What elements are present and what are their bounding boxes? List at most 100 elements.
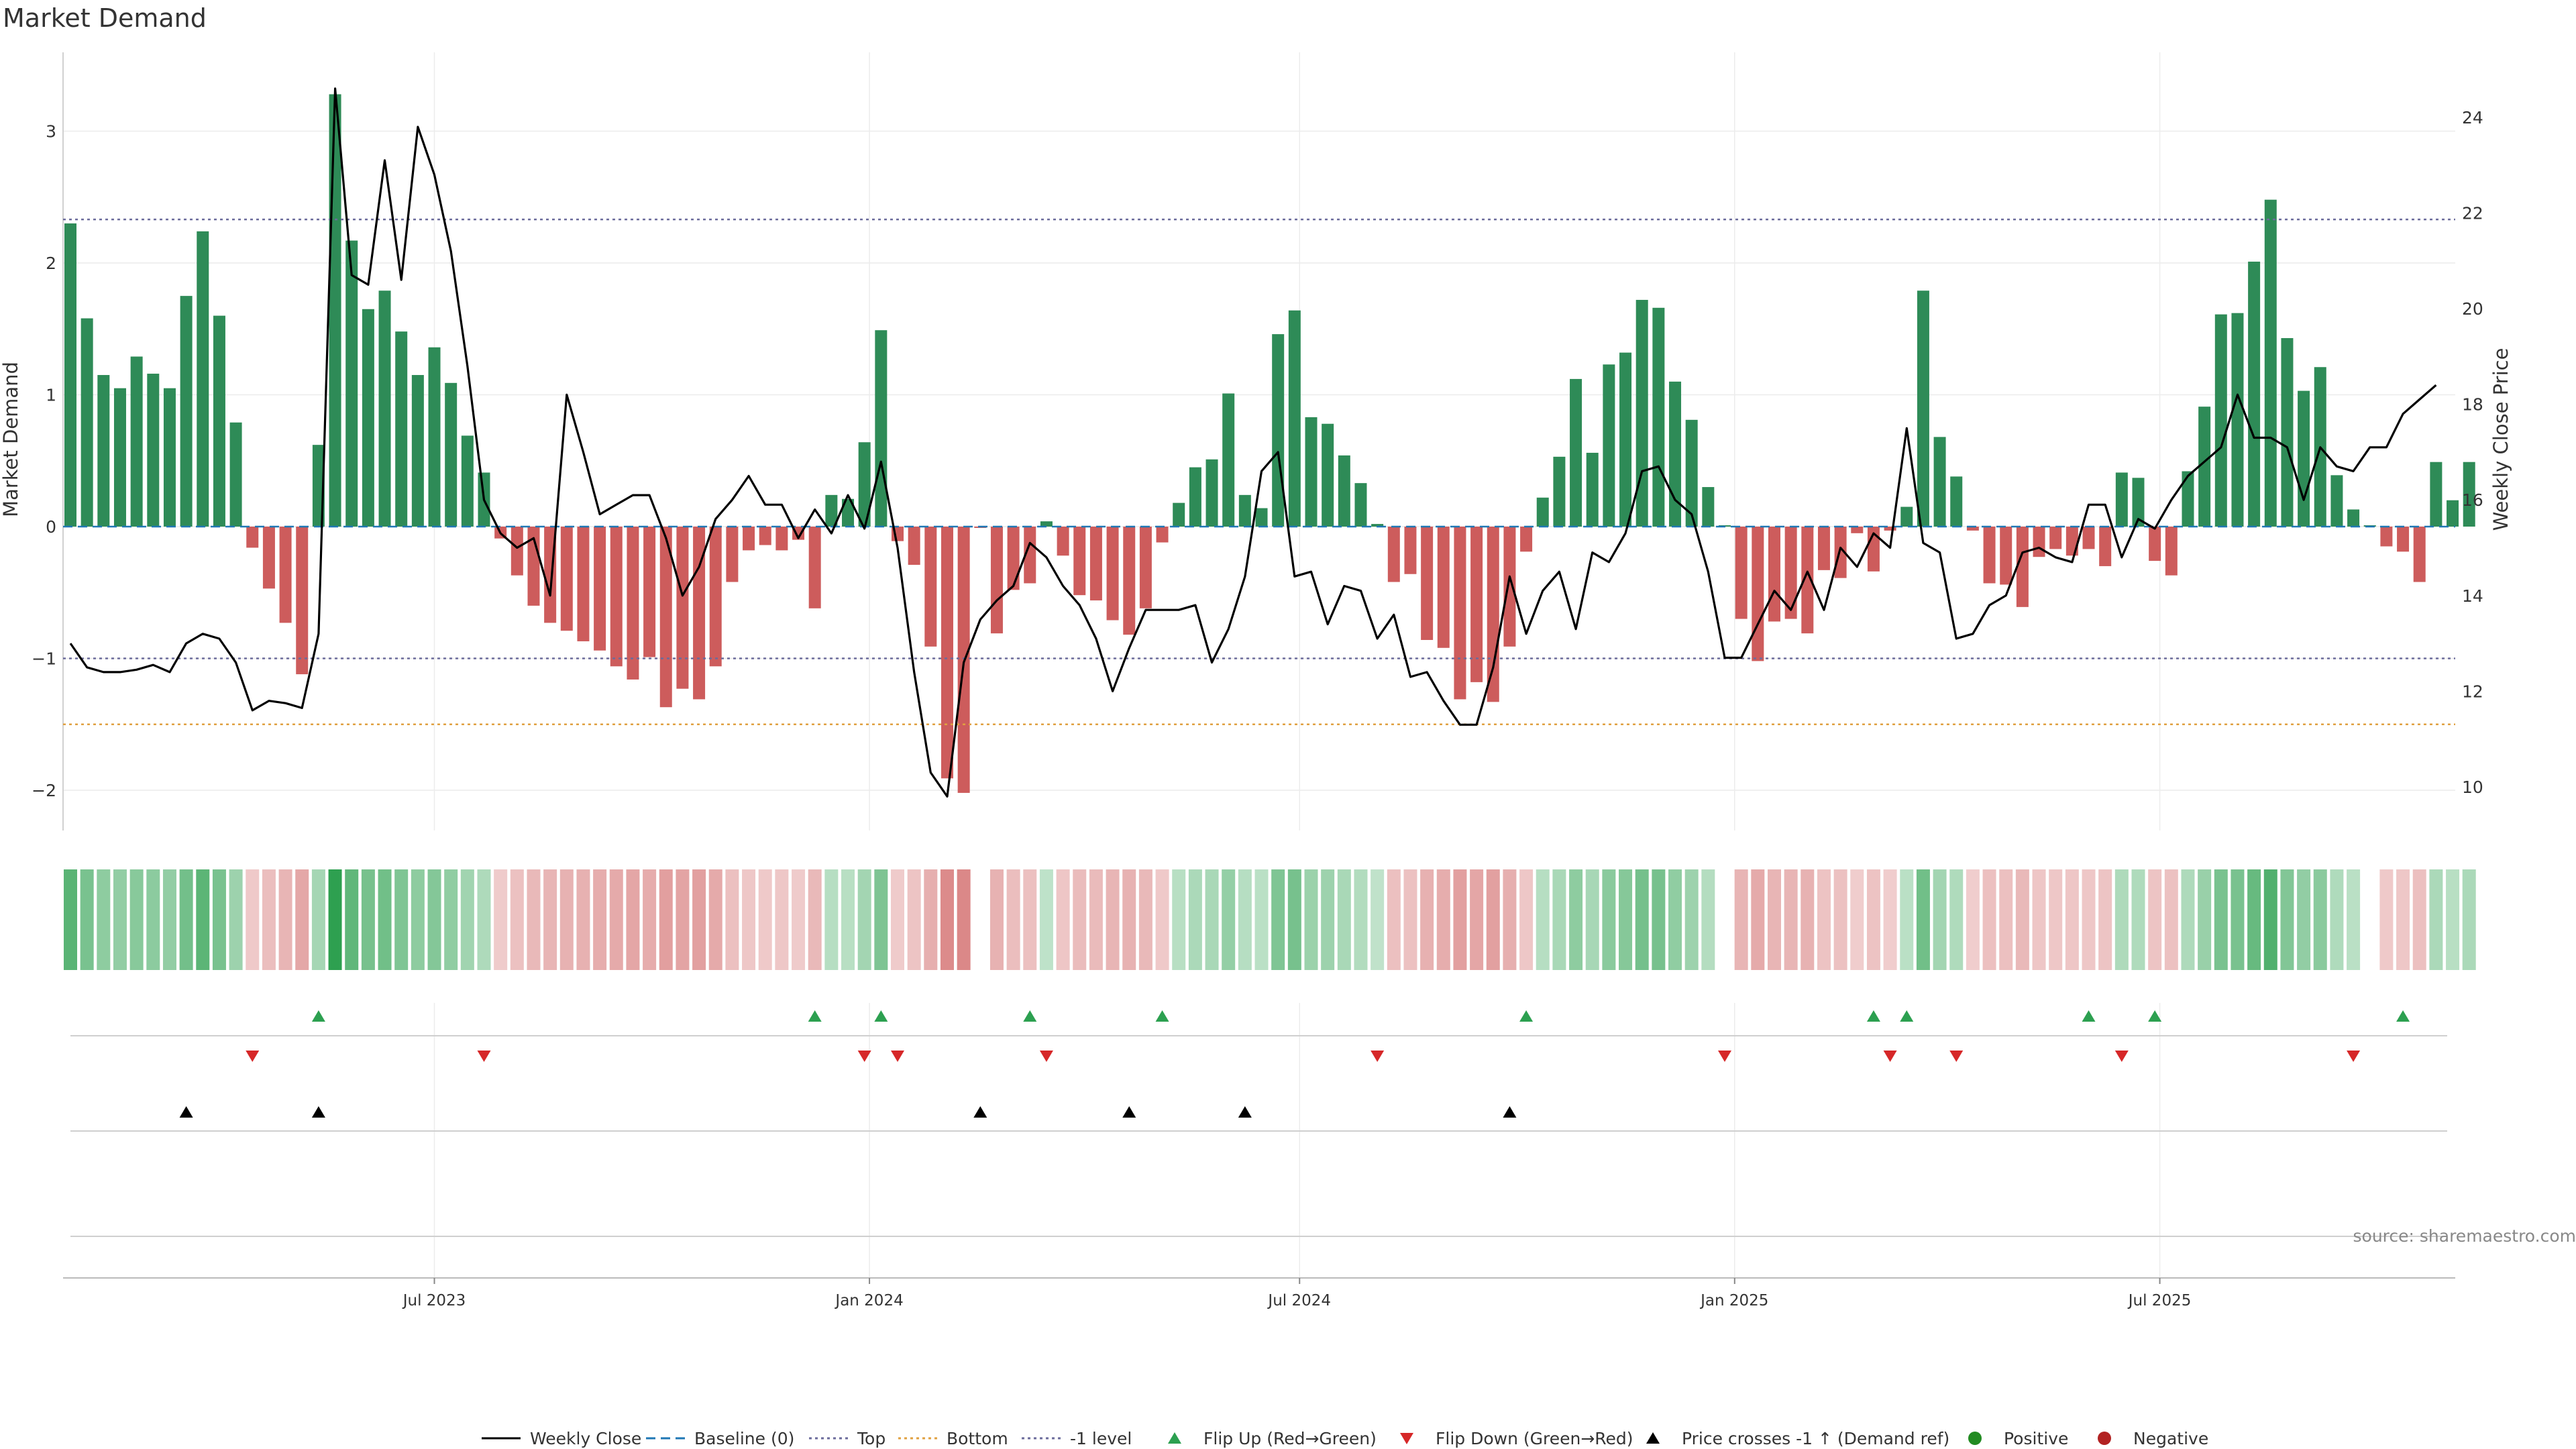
demand-bar-negative xyxy=(2397,527,2410,552)
heat-cell-negative xyxy=(1056,869,1070,970)
chart-title: Market Demand xyxy=(3,3,207,33)
demand-bar-negative xyxy=(627,527,639,680)
heat-cell-positive xyxy=(2214,869,2228,970)
heat-cell-positive xyxy=(2347,869,2361,970)
heat-cell-positive xyxy=(1569,869,1583,970)
flip-down-marker xyxy=(2347,1051,2361,1062)
heat-cell-negative xyxy=(262,869,276,970)
demand-bar-negative xyxy=(1503,527,1516,647)
heat-cell-negative xyxy=(494,869,508,970)
heat-cell-positive xyxy=(1684,869,1699,970)
flip-up-marker xyxy=(2082,1010,2096,1022)
demand-bar-positive xyxy=(2231,313,2244,527)
heat-cell-positive xyxy=(378,869,392,970)
heat-cell-negative xyxy=(1866,869,1880,970)
demand-bar-negative xyxy=(511,527,523,576)
demand-bar-negative xyxy=(1520,527,1533,552)
heat-cell-positive xyxy=(212,869,226,970)
heat-cell-positive xyxy=(1585,869,1599,970)
demand-bar-negative xyxy=(1784,527,1797,619)
demand-bar-positive xyxy=(2198,407,2211,527)
demand-bar-negative xyxy=(1851,527,1864,533)
heat-cell-negative xyxy=(989,869,1004,970)
heat-cell-positive xyxy=(477,869,491,970)
heat-cell-negative xyxy=(891,869,904,970)
heat-cell-positive xyxy=(2231,869,2245,970)
heat-cell-negative xyxy=(1833,869,1847,970)
demand-bar-positive xyxy=(147,374,160,527)
demand-bar-positive xyxy=(1900,506,1913,527)
demand-bar-negative xyxy=(676,527,689,689)
heat-cell-negative xyxy=(758,869,772,970)
chart-legend: Weekly Close Baseline (0) Top Bottom -1 leve… xyxy=(482,1429,2208,1448)
demand-bar-positive xyxy=(1603,364,1615,527)
heat-cell-negative xyxy=(924,869,938,970)
weekly-close-line xyxy=(69,87,2437,798)
demand-bar-positive xyxy=(1950,476,1963,527)
demand-bar-positive xyxy=(395,331,408,527)
legend-label: -1 level xyxy=(1070,1429,1132,1448)
price-cross-marker xyxy=(1503,1106,1517,1118)
demand-bar-positive xyxy=(1354,483,1367,527)
heat-cell-positive xyxy=(2280,869,2294,970)
demand-bar-positive xyxy=(2281,338,2294,527)
heat-cell-positive xyxy=(1701,869,1715,970)
demand-bar-negative xyxy=(693,527,706,700)
demand-bar-positive xyxy=(1933,437,1946,527)
legend-label: Top xyxy=(857,1429,885,1448)
heat-cell-negative xyxy=(1966,869,1980,970)
demand-bar-positive xyxy=(1255,508,1268,527)
demand-bar-negative xyxy=(2000,527,2012,585)
demand-bar-positive xyxy=(1322,423,1334,527)
heat-cell-negative xyxy=(2396,869,2410,970)
source-note: source: sharemaestro.com xyxy=(2353,1226,2576,1246)
y2-tick-label: 18 xyxy=(2462,395,2483,415)
demand-bar-negative xyxy=(1834,527,1847,578)
heat-cell-negative xyxy=(1453,869,1467,970)
demand-bar-positive xyxy=(1536,497,1549,527)
flip-down-marker xyxy=(1718,1051,1731,1062)
legend-label: Bottom xyxy=(947,1429,1008,1448)
demand-bar-negative xyxy=(1884,527,1896,531)
heat-cell-positive xyxy=(345,869,359,970)
heat-cell-negative xyxy=(1734,869,1748,970)
demand-bar-negative xyxy=(1487,527,1499,702)
demand-bar-negative xyxy=(1139,527,1152,608)
date-tick-label: Jul 2025 xyxy=(2127,1292,2192,1309)
demand-bar-positive xyxy=(113,388,126,527)
demand-bar-positive xyxy=(1917,290,1929,527)
demand-bar-positive xyxy=(1238,494,1251,527)
demand-bar-positive xyxy=(130,356,143,527)
signal-gridlines xyxy=(433,1003,2161,1278)
demand-bar-positive xyxy=(329,94,341,527)
heat-cell-positive xyxy=(841,869,855,970)
heat-cell-positive xyxy=(2297,869,2311,970)
legend-swatch-dot xyxy=(1968,1432,1982,1445)
heat-cell-positive xyxy=(1900,869,1914,970)
heat-cell-negative xyxy=(659,869,673,970)
heat-cell-positive xyxy=(857,869,871,970)
heat-cell-negative xyxy=(527,869,541,970)
heat-cell-positive xyxy=(2131,869,2145,970)
demand-bar-positive xyxy=(2115,472,2128,527)
reference-lines xyxy=(63,218,2455,725)
heat-cell-negative xyxy=(510,869,524,970)
demand-bar-positive xyxy=(378,290,391,527)
heat-cell-positive xyxy=(1602,869,1616,970)
price-cross-marker xyxy=(179,1106,193,1118)
heat-cell-negative xyxy=(1999,869,2013,970)
heat-cell-negative xyxy=(692,869,706,970)
heat-cell-positive xyxy=(1916,869,1930,970)
heat-cell-positive xyxy=(64,869,77,970)
demand-heat-strip xyxy=(64,869,2476,970)
demand-bar-negative xyxy=(1983,527,1996,584)
price-cross-marker xyxy=(973,1106,987,1118)
legend-label: Weekly Close xyxy=(530,1429,641,1448)
date-tick-label: Jan 2024 xyxy=(834,1292,903,1309)
demand-bar-negative xyxy=(1007,527,1020,590)
heat-cell-positive xyxy=(444,869,458,970)
demand-bar-negative xyxy=(1752,527,1764,661)
demand-bar-positive xyxy=(1222,393,1235,527)
flip-up-marker xyxy=(2396,1010,2410,1022)
legend-swatch-triangle-up xyxy=(1646,1432,1660,1444)
